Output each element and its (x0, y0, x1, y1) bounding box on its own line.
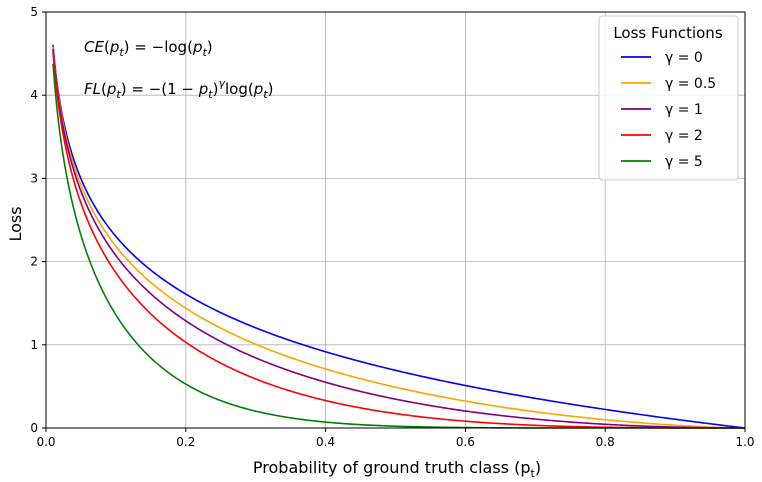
series-line (52, 48, 745, 429)
plot-frame (45, 11, 746, 429)
legend-title: Loss Functions (613, 24, 722, 42)
legend-label: γ = 0.5 (665, 76, 716, 92)
legend-items: γ = 0 γ = 0.5 γ = 1 γ = 2 γ = 5 (621, 50, 716, 170)
y-axis-label: Loss (6, 206, 25, 241)
series-line (52, 44, 746, 429)
y-tick-label: 4 (30, 88, 38, 102)
legend-label: γ = 1 (665, 102, 703, 118)
ce-formula-annotation: CE(pt) = −log(pt) (84, 38, 213, 59)
legend-label: γ = 0 (665, 50, 703, 66)
x-tick-label: 0.4 (316, 435, 335, 449)
legend: Loss Functions γ = 0γ = 0.5γ = 1γ = 2γ =… (598, 15, 739, 181)
y-tick-label: 3 (30, 171, 38, 185)
y-tick-label: 0 (30, 421, 38, 435)
legend-label: γ = 5 (665, 154, 703, 170)
x-tick-label: 0.2 (176, 435, 195, 449)
series-lines (52, 44, 746, 429)
y-tick-label: 2 (30, 255, 38, 269)
series-line (52, 46, 746, 429)
y-tick-label: 1 (30, 338, 38, 352)
legend-label: γ = 2 (665, 128, 703, 144)
axis-ticks: 0.0 0.2 0.4 0.6 0.8 1.0 0 1 2 3 4 5 (30, 5, 754, 449)
x-tick-label: 1.0 (735, 435, 754, 449)
fl-formula-annotation: FL(pt) = −(1 − pt)γlog(pt) (84, 77, 273, 101)
x-axis-label: Probability of ground truth class (pt) (253, 458, 541, 480)
x-tick-label: 0.6 (456, 435, 475, 449)
x-tick-label: 0.0 (36, 435, 55, 449)
y-tick-label: 5 (30, 5, 38, 19)
x-tick-label: 0.8 (596, 435, 615, 449)
